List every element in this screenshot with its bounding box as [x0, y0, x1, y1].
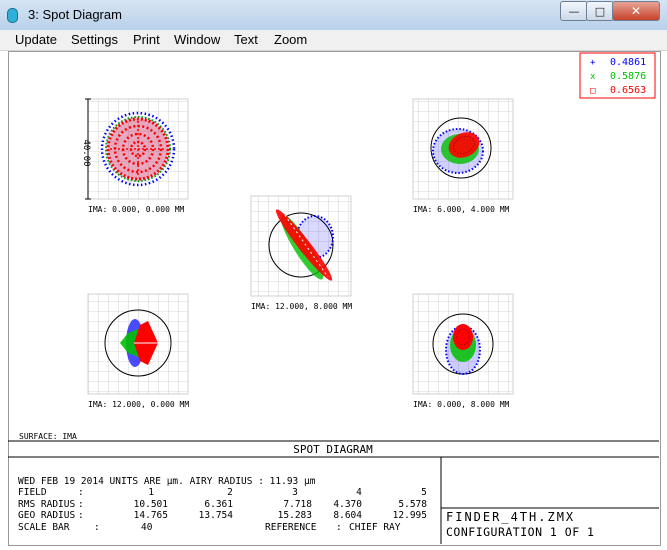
- menu-zoom[interactable]: Zoom: [274, 32, 308, 47]
- title-bar: 3: Spot Diagram — □ ✕: [0, 0, 667, 31]
- field-2: 2: [227, 487, 233, 498]
- window-title: 3: Spot Diagram: [28, 7, 122, 22]
- svg-text::: :: [78, 499, 84, 510]
- reference-label: REFERENCE: [265, 522, 317, 533]
- spot-plot-5: IMA: 0.000, 8.000 MM: [412, 293, 514, 409]
- menu-update[interactable]: Update: [15, 32, 57, 47]
- plot-label-3: IMA: 12.000, 8.000 MM: [251, 302, 352, 311]
- plot-label-5: IMA: 0.000, 8.000 MM: [413, 400, 510, 409]
- menu-window[interactable]: Window: [174, 32, 221, 47]
- info-block: SPOT DIAGRAM WED FEB 19 2014 UNITS ARE µ…: [8, 440, 659, 544]
- maximize-button[interactable]: □: [586, 1, 614, 21]
- legend-label-1: 0.4861: [610, 57, 646, 68]
- rms-1: 10.501: [134, 499, 169, 510]
- close-button[interactable]: ✕: [612, 1, 660, 21]
- scale-bar-row-label: SCALE BAR: [18, 522, 70, 533]
- spot-plot-2: IMA: 6.000, 4.000 MM: [412, 98, 514, 214]
- plot-label-4: IMA: 12.000, 0.000 MM: [88, 400, 189, 409]
- spot-plot-4: IMA: 12.000, 0.000 MM: [87, 293, 189, 409]
- reference-value: CHIEF RAY: [349, 522, 401, 533]
- rms-3: 7.718: [283, 499, 312, 510]
- svg-text::: :: [78, 510, 84, 521]
- minimize-button[interactable]: —: [560, 1, 588, 21]
- rms-radius-label: RMS RADIUS: [18, 499, 75, 510]
- spot-plot-3: IMA: 12.000, 8.000 MM: [250, 195, 352, 311]
- plot-label-1: IMA: 0.000, 0.000 MM: [88, 205, 185, 214]
- legend-marker-2: x: [590, 72, 596, 82]
- menu-bar: Update Settings Print Window Text Zoom: [0, 30, 667, 51]
- scale-bar-label: 40.00: [81, 139, 91, 166]
- svg-text::: :: [94, 522, 100, 533]
- diagram-title: SPOT DIAGRAM: [293, 443, 373, 456]
- geo-5: 12.995: [393, 510, 427, 521]
- menu-settings[interactable]: Settings: [71, 32, 118, 47]
- menu-text[interactable]: Text: [234, 32, 258, 47]
- minimize-icon: —: [568, 4, 580, 18]
- field-3: 3: [292, 487, 298, 498]
- rms-4: 4.370: [333, 499, 362, 510]
- legend-label-3: 0.6563: [610, 85, 646, 96]
- field-4: 4: [356, 487, 362, 498]
- legend-marker-1: +: [590, 58, 596, 68]
- rms-5: 5.578: [398, 499, 427, 510]
- scale-bar-value: 40: [141, 522, 153, 533]
- maximize-icon: □: [594, 4, 606, 18]
- legend: + 0.4861 x 0.5876 □ 0.6563: [579, 52, 656, 99]
- close-icon: ✕: [630, 4, 642, 18]
- field-5: 5: [421, 487, 427, 498]
- svg-text::: :: [78, 487, 84, 498]
- date-units-line: WED FEB 19 2014 UNITS ARE µm. AIRY RADIU…: [18, 476, 316, 487]
- surface-label: SURFACE: IMA: [19, 432, 77, 441]
- configuration-label: CONFIGURATION 1 OF 1: [446, 525, 594, 539]
- plot-label-2: IMA: 6.000, 4.000 MM: [413, 205, 510, 214]
- geo-3: 15.283: [278, 510, 312, 521]
- spot-diagram-figure: + 0.4861 x 0.5876 □ 0.6563 40.00 IMA: 0.…: [8, 52, 659, 544]
- svg-text::: :: [336, 522, 342, 533]
- geo-2: 13.754: [199, 510, 234, 521]
- rms-2: 6.361: [204, 499, 233, 510]
- legend-label-2: 0.5876: [610, 71, 646, 82]
- file-name: FINDER_4TH.ZMX: [446, 510, 575, 524]
- legend-marker-3: □: [590, 86, 596, 96]
- field-1: 1: [148, 487, 154, 498]
- geo-radius-label: GEO RADIUS: [18, 510, 75, 521]
- menu-print[interactable]: Print: [133, 32, 160, 47]
- field-label: FIELD: [18, 487, 47, 498]
- geo-4: 8.604: [333, 510, 362, 521]
- spot-plot-1: 40.00 IMA: 0.000, 0.000 MM: [81, 98, 189, 214]
- geo-1: 14.765: [134, 510, 168, 521]
- app-icon: [7, 8, 18, 23]
